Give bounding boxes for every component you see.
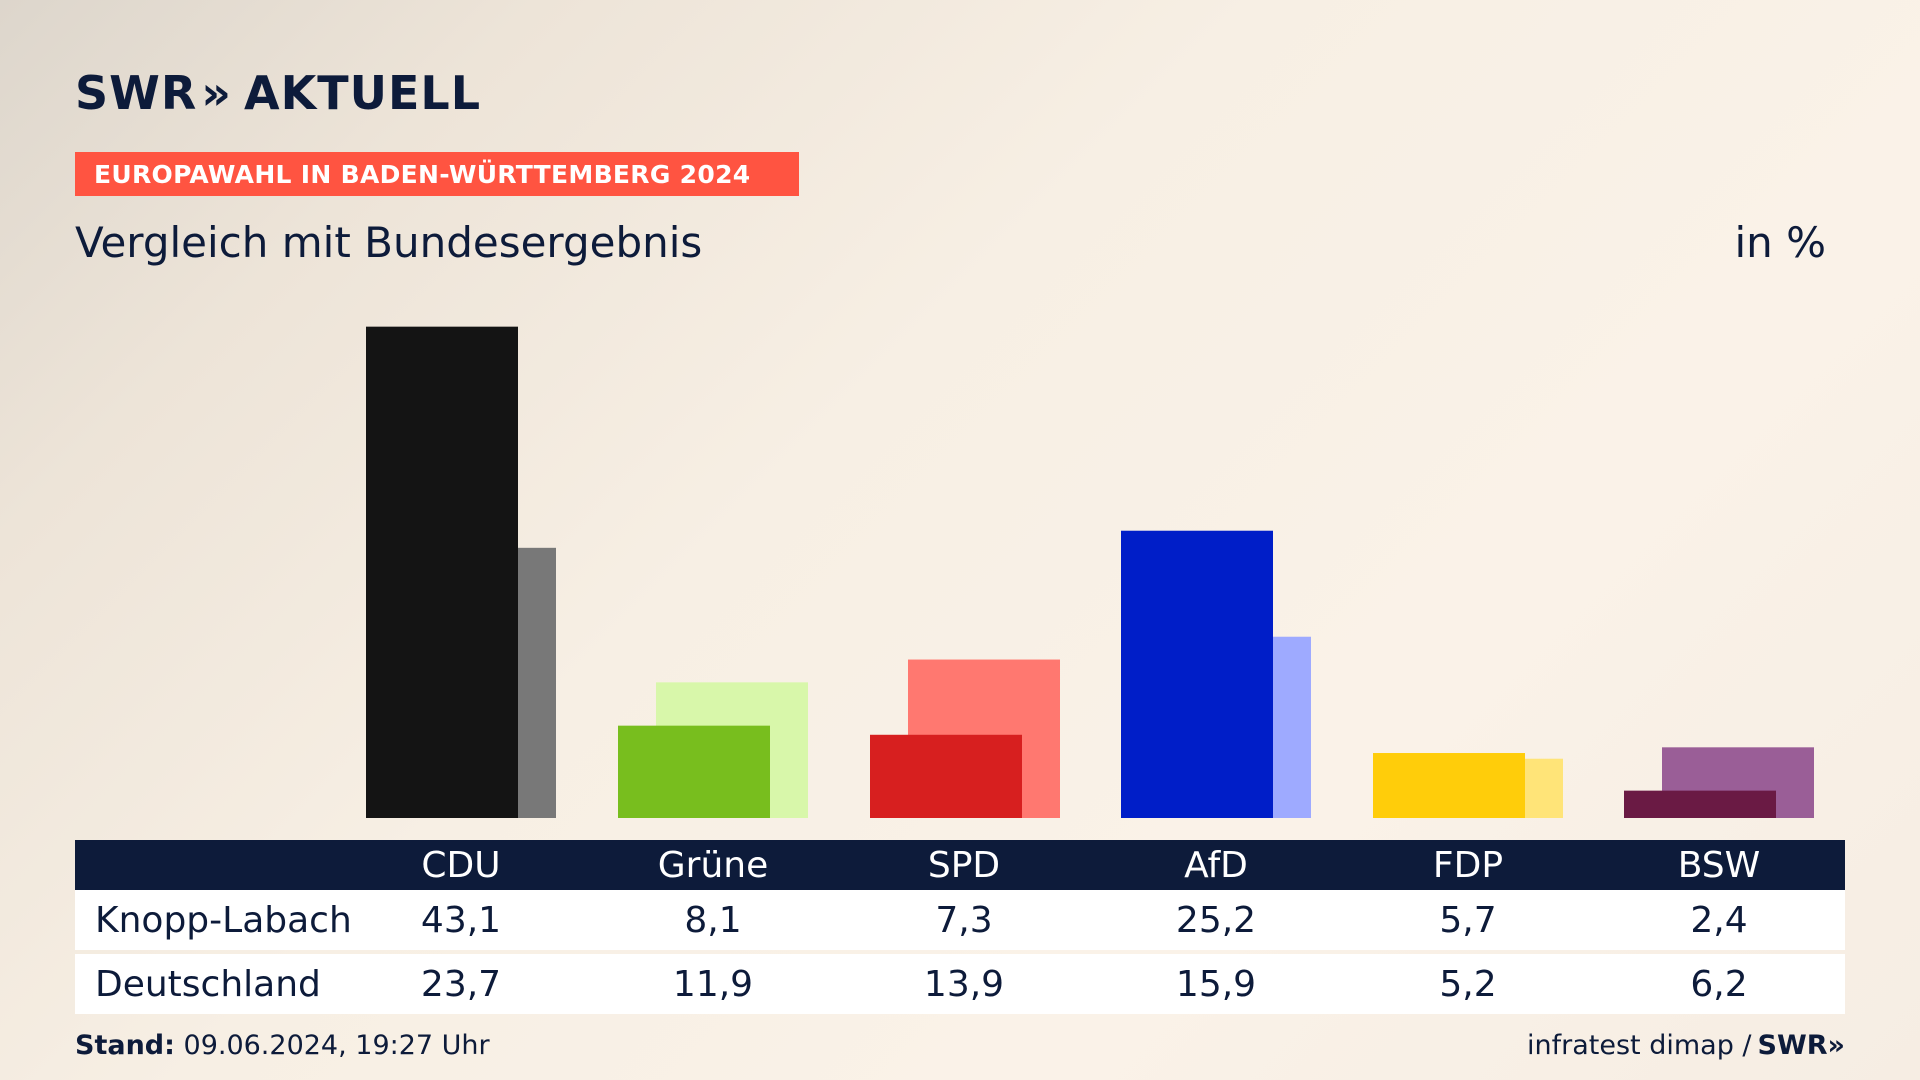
results-table: CDU Grüne SPD AfD FDP BSW Knopp-Labach 43,1 8,… bbox=[75, 840, 1845, 1014]
table-cell: 11,9 bbox=[672, 963, 754, 1005]
table-cell: 23,7 bbox=[420, 963, 502, 1005]
table-cell: 5,2 bbox=[1439, 963, 1497, 1005]
table-header-row: CDU Grüne SPD AfD FDP BSW bbox=[75, 840, 1845, 890]
table-cell: 13,9 bbox=[923, 963, 1005, 1005]
source-credit: infratest dimap / SWR» bbox=[1527, 1030, 1845, 1061]
column-header: BSW bbox=[1677, 844, 1761, 886]
stand-label: Stand: bbox=[75, 1030, 175, 1061]
source-brand: SWR» bbox=[1757, 1030, 1845, 1061]
bar-knopp-labach-cdu bbox=[366, 326, 518, 818]
topic-banner: EUROPAWAHL IN BADEN-WÜRTTEMBERG 2024 bbox=[75, 152, 799, 196]
table-cell: 5,7 bbox=[1439, 899, 1497, 941]
table-cell: 2,4 bbox=[1690, 899, 1748, 941]
chart-subtitle: Vergleich mit Bundesergebnis bbox=[75, 218, 703, 267]
bar-knopp-labach-afd bbox=[1121, 530, 1273, 818]
column-header: AfD bbox=[1184, 844, 1248, 886]
bar-chart bbox=[366, 326, 1814, 818]
column-header: SPD bbox=[927, 844, 1001, 886]
row-label: Knopp-Labach bbox=[95, 899, 352, 941]
swr-aktuell-logo: SWR » AKTUELL bbox=[75, 66, 482, 120]
chevron-right-icon: » bbox=[201, 66, 233, 120]
bar-knopp-labach-fdp bbox=[1373, 753, 1525, 818]
stand-value: 09.06.2024, 19:27 Uhr bbox=[183, 1030, 490, 1061]
table-row: Deutschland 23,7 11,9 13,9 15,9 5,2 6,2 bbox=[75, 954, 1845, 1014]
logo-aktuell-text: AKTUELL bbox=[244, 66, 482, 120]
column-header: CDU bbox=[421, 844, 501, 886]
row-label: Deutschland bbox=[95, 963, 321, 1005]
timestamp: Stand: 09.06.2024, 19:27 Uhr bbox=[75, 1030, 490, 1061]
table-cell: 43,1 bbox=[420, 899, 502, 941]
bar-knopp-labach-grüne bbox=[618, 725, 770, 818]
column-header: Grüne bbox=[657, 844, 769, 886]
column-header: FDP bbox=[1432, 844, 1504, 886]
table-cell: 15,9 bbox=[1175, 963, 1257, 1005]
table-cell: 8,1 bbox=[684, 899, 742, 941]
bar-knopp-labach-spd bbox=[870, 734, 1022, 818]
chart-unit: in % bbox=[1734, 218, 1826, 267]
logo-swr-text: SWR bbox=[75, 66, 198, 120]
table-cell: 7,3 bbox=[935, 899, 993, 941]
table-row: Knopp-Labach 43,1 8,1 7,3 25,2 5,7 2,4 bbox=[75, 890, 1845, 950]
table-cell: 25,2 bbox=[1175, 899, 1257, 941]
bar-knopp-labach-bsw bbox=[1624, 790, 1776, 818]
table-cell: 6,2 bbox=[1690, 963, 1748, 1005]
source-text: infratest dimap / bbox=[1527, 1030, 1752, 1061]
